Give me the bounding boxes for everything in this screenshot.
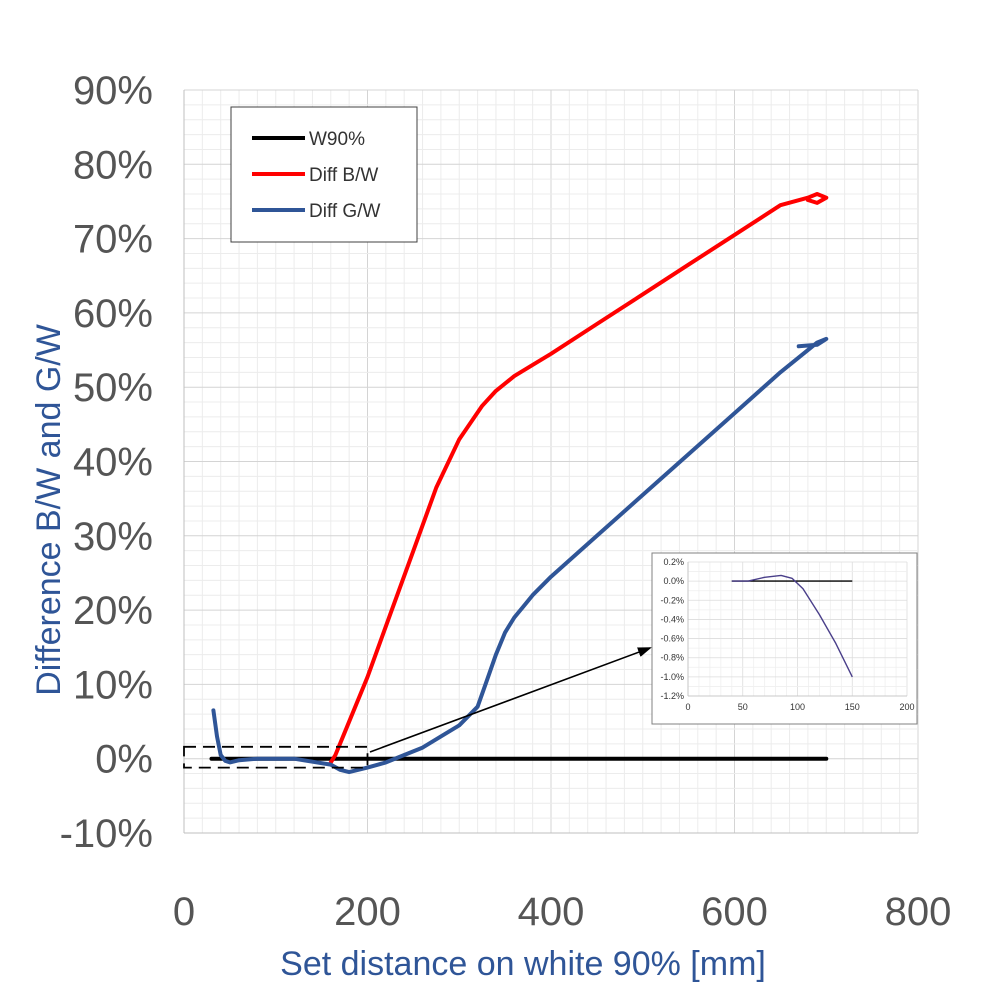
y-tick-labels: -10% 0% 10% 20% 30% 40% 50% 60% 70% 80% 90% — [60, 69, 153, 856]
inset-y-tick-label: -0.6% — [660, 634, 684, 644]
inset-y-tick-label: 0.2% — [663, 557, 684, 567]
y-tick-label: 40% — [73, 441, 153, 485]
inset-x-tick-label: 100 — [790, 702, 805, 712]
series-lines — [209, 192, 829, 775]
x-axis-title: Set distance on white 90% [mm] — [280, 945, 766, 983]
x-tick-label: 0 — [173, 890, 195, 934]
series-line-3 — [211, 336, 829, 775]
inset-x-tick-label: 200 — [899, 702, 914, 712]
zoom-annotation — [183, 647, 652, 769]
inset-y-tick-label: -1.0% — [660, 672, 684, 682]
y-tick-label: 10% — [73, 663, 153, 707]
x-tick-label: 400 — [518, 890, 585, 934]
y-tick-label: 60% — [73, 292, 153, 336]
inset-x-tick-label: 50 — [738, 702, 748, 712]
inset-y-tick-label: -0.8% — [660, 653, 684, 663]
x-tick-labels: 0 200 400 600 800 — [173, 890, 952, 934]
y-tick-label: 70% — [73, 218, 153, 262]
y-tick-label: -10% — [60, 812, 153, 856]
inset-x-tick-label: 0 — [685, 702, 690, 712]
inset-chart: 0 50 100 150 200 0.2% 0.0% -0.2% -0.4% -0.6% -0.8%… — [651, 552, 918, 725]
x-tick-label: 200 — [334, 890, 401, 934]
inset-series-line-2 — [731, 574, 853, 678]
y-axis-title: Difference B/W and G/W — [30, 324, 68, 696]
axes — [183, 90, 918, 834]
y-tick-label: 0% — [95, 738, 153, 782]
x-tick-label: 600 — [701, 890, 768, 934]
inset-y-tick-label: -0.2% — [660, 595, 684, 605]
series-line-2 — [328, 192, 829, 765]
legend-label: W90% — [309, 129, 365, 150]
y-tick-label: 80% — [73, 143, 153, 187]
inset-y-tick-label: -0.4% — [660, 614, 684, 624]
legend-label: Diff G/W — [309, 201, 380, 222]
y-tick-label: 20% — [73, 589, 153, 633]
inset-y-tick-label: -1.2% — [660, 691, 684, 701]
legend: W90% Diff B/W Diff G/W — [230, 106, 418, 243]
legend-label: Diff B/W — [309, 165, 378, 186]
y-tick-label: 90% — [73, 69, 153, 113]
zoom-arrow — [369, 647, 652, 753]
x-tick-label: 800 — [885, 890, 952, 934]
zoom-box — [183, 745, 369, 769]
y-tick-label: 30% — [73, 515, 153, 559]
y-tick-label: 50% — [73, 366, 153, 410]
inset-x-tick-label: 150 — [845, 702, 860, 712]
inset-y-tick-label: 0.0% — [663, 576, 684, 586]
